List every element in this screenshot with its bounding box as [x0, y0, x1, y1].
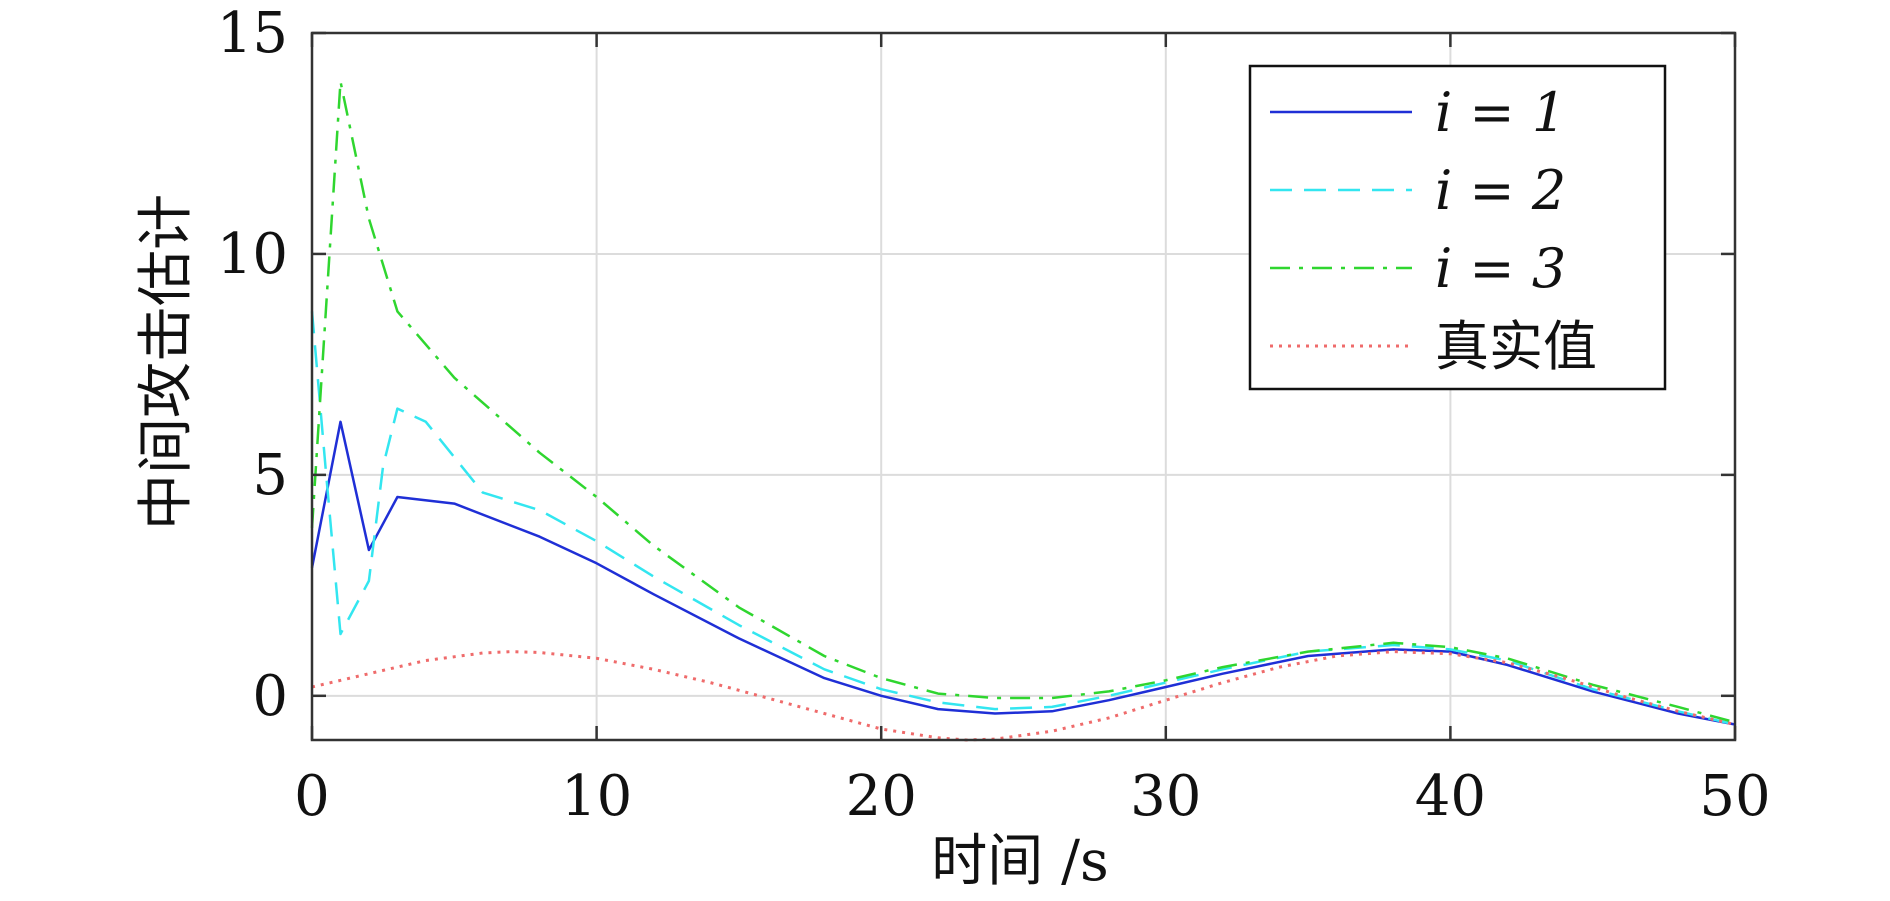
y-tick-label: 15: [217, 1, 288, 66]
y-axis-title: 中间攻击估计: [134, 194, 199, 530]
legend-label-3: i = 3: [1435, 237, 1566, 300]
legend-label-1: i = 1: [1435, 81, 1566, 144]
x-tick-label: 50: [1699, 764, 1770, 829]
series-line-3: [310, 80, 1736, 724]
series-lines: [310, 80, 1736, 742]
x-tick-label: 10: [561, 764, 632, 829]
axis-ticks: 0 10 20 30 40 50 0 5 10 15: [217, 1, 1771, 829]
series-line-2: [310, 311, 1736, 726]
x-tick-label: 20: [846, 764, 917, 829]
x-tick-label: 0: [294, 764, 330, 829]
y-tick-label: 0: [252, 664, 288, 729]
x-tick-label: 30: [1130, 764, 1201, 829]
legend-label-2: i = 2: [1435, 159, 1566, 222]
y-tick-label: 5: [252, 443, 288, 508]
y-tick-label: 10: [217, 222, 288, 287]
series-line-1: [310, 420, 1736, 726]
legend-box: [1248, 64, 1667, 391]
legend: i = 1 i = 2 i = 3 真实值: [1248, 64, 1667, 391]
plot-area-frame: [310, 31, 1737, 742]
series-line-4: [311, 650, 1736, 742]
x-axis-title: 时间 /s: [931, 829, 1108, 894]
legend-label-4: 真实值: [1435, 315, 1597, 378]
x-tick-label: 40: [1415, 764, 1486, 829]
